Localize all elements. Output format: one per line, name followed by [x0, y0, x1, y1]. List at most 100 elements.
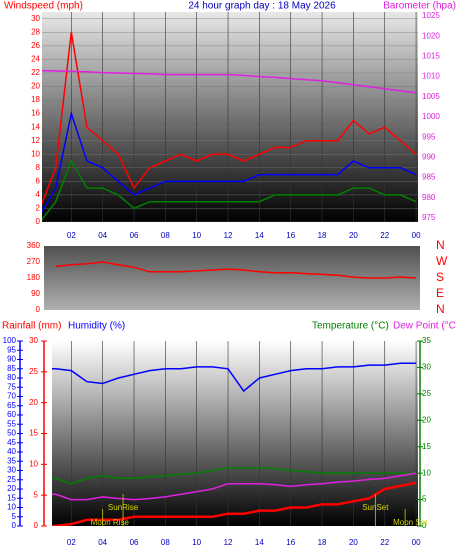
y-tick-label: 4 [36, 190, 41, 199]
y-tick-label: 60 [7, 410, 16, 419]
y-tick-label: 14 [31, 122, 40, 131]
y-tick-label: 30 [29, 336, 38, 345]
y-tick-label: 995 [422, 132, 436, 141]
y-tick-label: 90 [31, 289, 40, 298]
y-tick-label: 45 [7, 438, 16, 447]
x-tick-label: 14 [255, 231, 264, 240]
series-label: Rainfall (mm) [2, 321, 61, 332]
y-tick-label: 20 [31, 82, 40, 91]
x-tick-label: 14 [255, 538, 264, 547]
y-tick-label: 25 [7, 475, 16, 484]
y-tick-label: 12 [31, 136, 40, 145]
y-tick-label: 30 [7, 466, 16, 475]
y-tick-label: 270 [27, 257, 41, 266]
x-tick-label: 20 [349, 538, 358, 547]
x-tick-label: 06 [130, 231, 139, 240]
annotation: SunRise [108, 503, 139, 512]
plot-layer [42, 12, 418, 222]
x-tick-label: 20 [349, 231, 358, 240]
x-tick-label: 12 [224, 538, 233, 547]
y-tick-label: N [436, 238, 445, 252]
y-tick-label: 28 [31, 27, 40, 36]
x-tick-label: 00 [412, 538, 421, 547]
annotation: SunSet [362, 503, 389, 512]
y-tick-label: 25 [422, 389, 431, 398]
y-tick-label: 2 [36, 204, 41, 213]
x-tick-label: 22 [380, 538, 389, 547]
y-tick-label: 975 [422, 213, 436, 222]
series-label: Dew Point (°C [393, 321, 456, 332]
annotation: Moon Rise [91, 518, 130, 527]
y-tick-label: 0 [34, 521, 39, 530]
y-tick-label: 50 [7, 429, 16, 438]
y-tick-label: 15 [422, 442, 431, 451]
series-line [55, 261, 417, 279]
x-tick-label: 16 [286, 538, 295, 547]
series-line [42, 159, 417, 221]
y-tick-label: 95 [7, 345, 16, 354]
x-tick-label: 16 [286, 231, 295, 240]
y-tick-label: 18 [31, 95, 40, 104]
x-tick-label: 18 [318, 231, 327, 240]
y-tick-label: 75 [7, 382, 16, 391]
y-tick-label: 5 [34, 490, 39, 499]
x-tick-label: 10 [192, 538, 201, 547]
y-tick-label: W [436, 254, 448, 268]
series-label: Temperature (°C) [312, 321, 389, 332]
y-tick-label: 5 [12, 512, 17, 521]
y-tick-label: 6 [36, 176, 41, 185]
y-tick-label: N [436, 302, 445, 316]
y-tick-label: 55 [7, 419, 16, 428]
y-tick-label: 1025 [422, 11, 440, 20]
y-tick-label: 22 [31, 68, 40, 77]
y-tick-label: E [436, 286, 444, 300]
x-tick-label: 02 [67, 231, 76, 240]
y-tick-label: 35 [422, 336, 431, 345]
y-tick-label: 30 [422, 363, 431, 372]
y-tick-label: 0 [422, 521, 427, 530]
series-line [42, 110, 417, 214]
y-tick-label: 10 [7, 503, 16, 512]
y-tick-label: 990 [422, 152, 436, 161]
x-tick-label: 08 [161, 231, 170, 240]
series-line [52, 467, 417, 485]
y-tick-label: 16 [31, 109, 40, 118]
x-tick-label: 02 [67, 538, 76, 547]
series-label: Humidity (%) [68, 321, 125, 332]
plot-area [42, 12, 418, 222]
y-tick-label: 35 [7, 456, 16, 465]
y-tick-label: 100 [3, 336, 17, 345]
plot-layer [55, 261, 417, 279]
y-tick-label: S [436, 270, 444, 284]
y-tick-label: 20 [422, 415, 431, 424]
y-tick-label: 26 [31, 41, 40, 50]
y-tick-label: 0 [36, 217, 41, 226]
chart-title: 24 hour graph day : 18 May 2026 [188, 1, 336, 12]
x-tick-label: 22 [380, 231, 389, 240]
axis-label: Barometer (hpa) [383, 1, 456, 12]
x-tick-label: 08 [161, 538, 170, 547]
y-tick-label: 1010 [422, 72, 440, 81]
y-tick-label: 40 [7, 447, 16, 456]
y-tick-label: 80 [7, 373, 16, 382]
y-tick-label: 180 [27, 273, 41, 282]
x-tick-label: 04 [98, 538, 107, 547]
y-tick-label: 15 [29, 429, 38, 438]
x-tick-label: 12 [224, 231, 233, 240]
y-tick-label: 0 [12, 521, 17, 530]
annotation: Moon Set [393, 518, 428, 527]
y-tick-label: 0 [36, 305, 41, 314]
y-tick-label: 10 [31, 149, 40, 158]
y-tick-label: 10 [422, 468, 431, 477]
y-tick-label: 5 [422, 495, 427, 504]
y-tick-label: 8 [36, 163, 41, 172]
y-tick-label: 15 [7, 493, 16, 502]
y-tick-label: 90 [7, 355, 16, 364]
y-tick-label: 25 [29, 367, 38, 376]
y-tick-label: 1015 [422, 52, 440, 61]
y-tick-label: 360 [27, 241, 41, 250]
series-line [42, 69, 417, 94]
series-line [52, 472, 417, 501]
y-tick-label: 70 [7, 392, 16, 401]
